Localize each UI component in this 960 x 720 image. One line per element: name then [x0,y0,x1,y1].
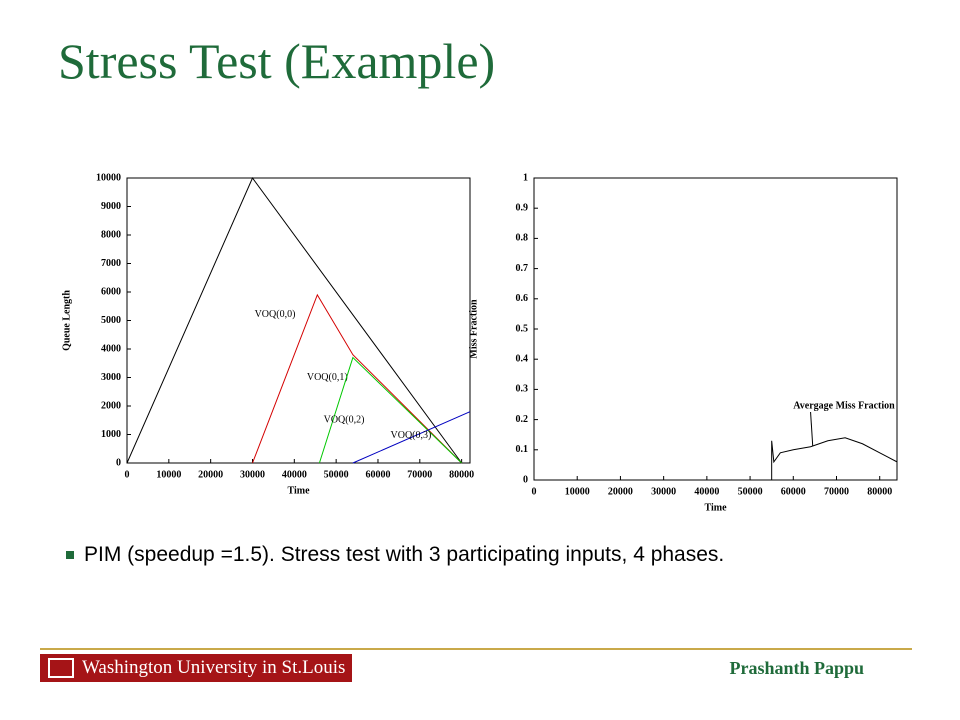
x-tick-label: 20000 [198,469,223,480]
y-tick-label: 0.5 [516,323,529,334]
series-label: VOQ(0,1) [307,372,348,383]
x-tick-label: 30000 [651,486,676,497]
x-tick-label: 10000 [156,469,181,480]
x-tick-label: 80000 [867,486,892,497]
y-tick-label: 9000 [101,201,121,212]
series-label: VOQ(0,3) [391,430,432,441]
y-tick-label: 0.9 [516,202,529,213]
series-line [318,356,462,464]
x-axis-label: Time [704,502,727,513]
x-tick-label: 60000 [781,486,806,497]
x-tick-label: 40000 [694,486,719,497]
footer-rule [40,648,912,650]
y-tick-label: 0.2 [516,414,529,425]
x-tick-label: 80000 [449,469,474,480]
y-axis-label: Queue Length [61,290,72,351]
y-tick-label: 0 [116,457,121,468]
x-tick-label: 60000 [365,469,390,480]
annotation: Avergage Miss Fraction [793,400,895,411]
y-tick-label: 0.1 [516,444,529,455]
x-axis-label: Time [287,485,310,496]
y-tick-label: 5000 [101,315,121,326]
logo: Washington University in St.Louis [40,654,352,682]
y-tick-label: 3000 [101,372,121,383]
series-line [771,437,898,480]
x-tick-label: 0 [532,486,537,497]
y-tick-label: 10000 [96,172,121,183]
x-tick-label: 30000 [240,469,265,480]
y-tick-label: 6000 [101,286,121,297]
y-tick-label: 0.4 [516,353,529,364]
x-tick-label: 0 [125,469,130,480]
author: Prashanth Pappu [729,658,864,678]
y-tick-label: 0.7 [516,263,529,274]
x-tick-label: 20000 [608,486,633,497]
y-tick-label: 0 [523,474,528,485]
series-line [126,177,463,464]
plot-frame [533,177,898,481]
y-tick-label: 0.6 [516,293,529,304]
y-tick-label: 0.3 [516,384,529,395]
x-tick-label: 70000 [407,469,432,480]
y-tick-label: 1 [523,172,528,183]
slide-title: Stress Test (Example) [58,33,496,89]
bullet: PIM (speedup =1.5). Stress test with 3 p… [66,543,724,567]
y-tick-label: 4000 [101,343,121,354]
series-line [352,411,471,464]
series-label: VOQ(0,0) [255,309,296,320]
x-tick-label: 40000 [282,469,307,480]
series-line [252,293,462,464]
x-tick-label: 50000 [738,486,763,497]
y-tick-label: 8000 [101,229,121,240]
x-tick-label: 70000 [824,486,849,497]
y-axis-label: Miss Fraction [468,299,479,359]
y-tick-label: 1000 [101,429,121,440]
y-tick-label: 0.8 [516,233,529,244]
annotation-arrow [810,411,814,447]
x-tick-label: 50000 [324,469,349,480]
series-label: VOQ(0,2) [324,415,365,426]
y-tick-label: 2000 [101,400,121,411]
x-tick-label: 10000 [565,486,590,497]
y-tick-label: 7000 [101,258,121,269]
